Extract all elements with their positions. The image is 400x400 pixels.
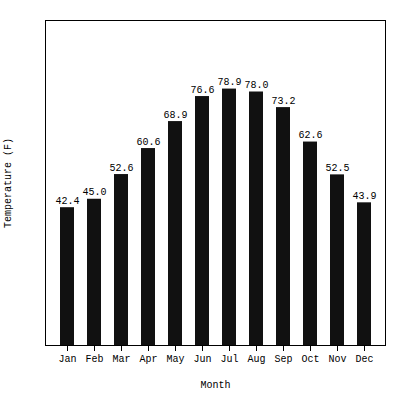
svg-text:78.0: 78.0	[244, 80, 268, 91]
svg-text:Temperature (F): Temperature (F)	[3, 138, 14, 228]
svg-text:52.6: 52.6	[109, 163, 133, 174]
svg-text:Aug: Aug	[247, 354, 265, 365]
svg-text:78.9: 78.9	[217, 77, 241, 88]
svg-text:62.6: 62.6	[298, 130, 322, 141]
svg-text:Nov: Nov	[328, 354, 346, 365]
svg-text:43.9: 43.9	[352, 191, 376, 202]
svg-text:52.5: 52.5	[325, 163, 349, 174]
svg-text:76.6: 76.6	[190, 85, 214, 96]
svg-text:60.6: 60.6	[136, 137, 160, 148]
svg-text:68.9: 68.9	[163, 110, 187, 121]
svg-text:Sep: Sep	[274, 354, 292, 365]
svg-text:Month: Month	[200, 380, 230, 391]
svg-text:Mar: Mar	[112, 354, 130, 365]
svg-text:45.0: 45.0	[82, 187, 106, 198]
svg-text:73.2: 73.2	[271, 96, 295, 107]
svg-text:Jul: Jul	[220, 354, 238, 365]
svg-text:Dec: Dec	[355, 354, 373, 365]
svg-text:Apr: Apr	[139, 354, 157, 365]
svg-text:May: May	[166, 354, 184, 365]
svg-text:Jan: Jan	[58, 354, 76, 365]
svg-text:42.4: 42.4	[55, 196, 79, 207]
svg-text:Jun: Jun	[193, 354, 211, 365]
svg-text:Feb: Feb	[85, 354, 103, 365]
svg-text:Oct: Oct	[301, 354, 319, 365]
